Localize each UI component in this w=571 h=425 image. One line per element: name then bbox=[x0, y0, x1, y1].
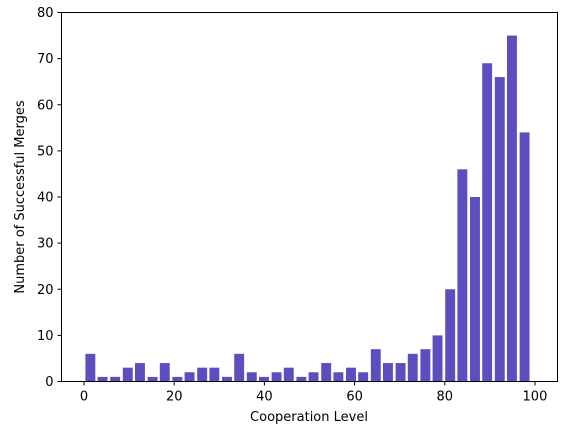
y-tick-label: 40 bbox=[37, 191, 54, 206]
y-tick-label: 0 bbox=[45, 375, 53, 390]
x-axis-label: Cooperation Level bbox=[250, 410, 368, 425]
bar bbox=[246, 372, 257, 382]
x-tick-label: 20 bbox=[166, 390, 183, 405]
y-tick-label: 80 bbox=[37, 6, 54, 21]
bar bbox=[122, 367, 133, 382]
bars bbox=[85, 35, 530, 382]
bar bbox=[110, 376, 121, 382]
x-tick-label: 0 bbox=[80, 390, 88, 405]
bar bbox=[420, 349, 431, 382]
bar bbox=[159, 363, 170, 382]
bar bbox=[97, 376, 108, 382]
bar bbox=[470, 197, 480, 382]
bar bbox=[519, 132, 530, 382]
bar bbox=[346, 367, 356, 382]
x-tick-label: 60 bbox=[346, 390, 363, 405]
y-axis-ticks: 0 10 20 30 40 50 60 70 80 bbox=[37, 6, 62, 390]
bar bbox=[308, 372, 319, 382]
bar bbox=[321, 363, 332, 382]
bar bbox=[482, 63, 493, 382]
bar bbox=[135, 363, 145, 382]
bar bbox=[85, 353, 96, 382]
bar bbox=[445, 289, 456, 382]
y-tick-label: 10 bbox=[37, 329, 54, 344]
y-tick-label: 70 bbox=[37, 52, 54, 67]
bar bbox=[370, 349, 381, 382]
bar bbox=[407, 353, 418, 382]
bar bbox=[395, 363, 406, 382]
bar bbox=[457, 169, 468, 382]
bar bbox=[147, 376, 158, 382]
bar bbox=[234, 353, 245, 382]
bar bbox=[333, 372, 344, 382]
x-tick-label: 40 bbox=[256, 390, 273, 405]
x-axis-ticks: 0 20 40 60 80 100 bbox=[80, 381, 548, 405]
bar bbox=[172, 376, 183, 382]
bar bbox=[259, 376, 269, 382]
bar bbox=[209, 367, 220, 382]
x-tick-label: 80 bbox=[436, 390, 453, 405]
bar bbox=[296, 376, 307, 382]
y-tick-label: 60 bbox=[37, 98, 54, 113]
y-axis-label: Number of Successful Merges bbox=[13, 100, 28, 293]
bar bbox=[222, 376, 232, 382]
bar bbox=[283, 367, 294, 382]
bar bbox=[197, 367, 208, 382]
bar bbox=[358, 372, 369, 382]
x-tick-label: 100 bbox=[523, 390, 548, 405]
y-tick-label: 50 bbox=[37, 144, 54, 159]
bar bbox=[383, 363, 393, 382]
y-tick-label: 20 bbox=[37, 283, 54, 298]
bar bbox=[184, 372, 195, 382]
bar bbox=[494, 77, 505, 382]
bar bbox=[432, 335, 443, 382]
y-tick-label: 30 bbox=[37, 237, 54, 252]
bar bbox=[271, 372, 282, 382]
bar bbox=[507, 35, 517, 382]
